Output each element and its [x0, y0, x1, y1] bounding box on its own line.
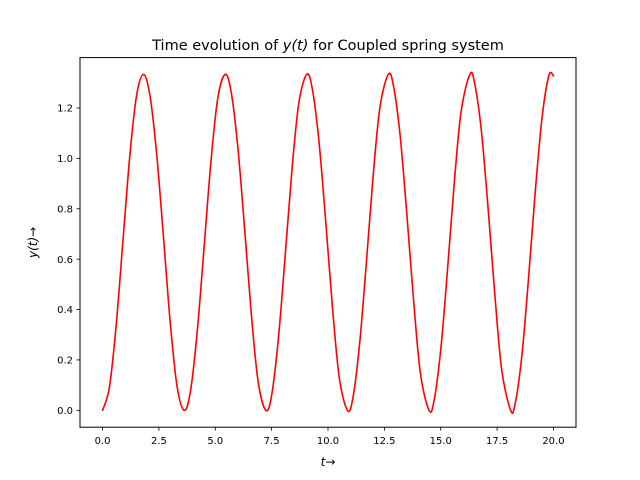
axes-frame: [79, 57, 577, 428]
x-tick-label: 0.0: [95, 436, 111, 447]
y-tick-label: 0.2: [57, 356, 73, 367]
y-tick-label: 0.4: [57, 305, 73, 316]
x-axis-ticks: 0.0 2.5 5.0 7.5 10.0 12.5 15.0 17.5 20.0: [95, 427, 565, 447]
y-tick-label: 1.0: [57, 154, 73, 165]
plot-area: [101, 71, 555, 415]
x-tick-label: 5.0: [207, 436, 223, 447]
x-tick-label: 10.0: [317, 436, 339, 447]
y-axis-ticks: 0.0 0.2 0.4 0.6 0.8 1.0 1.2: [57, 104, 80, 417]
x-tick-label: 20.0: [542, 436, 564, 447]
x-tick-label: 17.5: [486, 436, 508, 447]
x-tick-label: 12.5: [373, 436, 395, 447]
x-axis-label: t→: [321, 455, 336, 469]
y-tick-label: 0.0: [57, 406, 73, 417]
y-tick-label: 0.8: [57, 204, 73, 215]
x-tick-label: 2.5: [151, 436, 167, 447]
y-axis-label: y(t)→: [26, 227, 40, 259]
x-tick-label: 15.0: [430, 436, 452, 447]
series-line-0: [101, 71, 555, 415]
chart-title: Time evolution of y(t) for Coupled sprin…: [151, 38, 504, 54]
y-tick-label: 0.6: [57, 255, 73, 266]
x-tick-label: 7.5: [264, 436, 280, 447]
y-tick-label: 1.2: [57, 104, 73, 115]
